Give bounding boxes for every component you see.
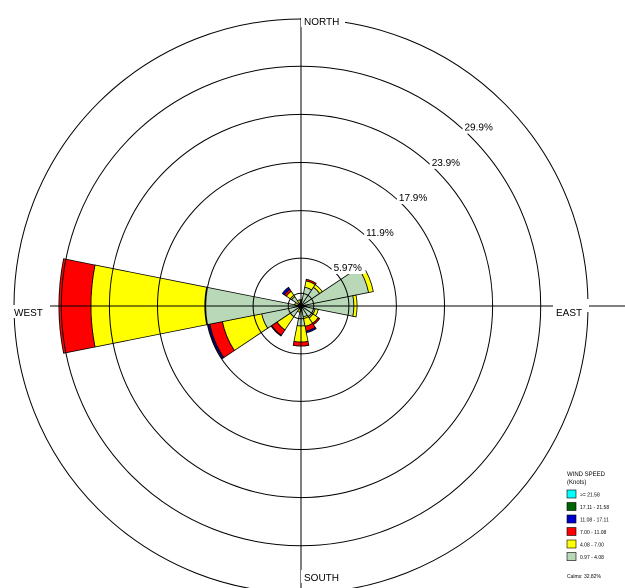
legend-label-6: 0.97 - 4.08 [580, 555, 604, 561]
north-label-bg [301, 14, 345, 27]
legend-calms: Calms: 32.82% [567, 574, 601, 580]
south-label-bg [301, 570, 345, 583]
legend-label-4: 7.00 - 11.08 [580, 530, 607, 536]
east-label: EAST [556, 308, 582, 319]
legend-label-1: >= 21.58 [580, 493, 600, 499]
south-label: SOUTH [304, 573, 339, 584]
legend-swatch-4 [566, 527, 577, 536]
north-label: NORTH [304, 17, 339, 28]
legend-subtitle: (Knots) [567, 480, 586, 486]
ring-label-layer: 5.97% 11.9% 17.9% 23.9% 29.9% [331, 121, 497, 274]
ring-label-3: 17.9% [399, 193, 427, 204]
petal-nne-band-3 [305, 278, 317, 286]
ring-label-4: 23.9% [432, 158, 460, 169]
legend-swatch-6 [566, 552, 577, 561]
legend-swatch-5 [566, 539, 577, 549]
legend-label-2: 17.11 - 21.58 [580, 505, 609, 511]
legend-swatch-3 [566, 514, 577, 524]
ring-label-bg [396, 192, 431, 205]
petal-nw-band-4 [281, 286, 291, 296]
legend-label-5: 4.08 - 7.00 [580, 543, 604, 549]
ring-label-2: 11.9% [366, 228, 394, 239]
west-label: WEST [14, 308, 43, 319]
legend-swatch-2 [566, 502, 577, 511]
ring-label-5: 29.9% [465, 123, 493, 134]
east-label-bg [553, 299, 589, 312]
legend: WIND SPEED (Knots) >= 21.58 17.11 - 21.58… [566, 472, 609, 580]
ring-label-bg [364, 227, 399, 240]
petal-layer [58, 258, 374, 360]
ring-label-1: 5.97% [334, 263, 362, 274]
legend-label-3: 11.08 - 17.11 [580, 518, 609, 524]
legend-swatch-1 [566, 489, 577, 499]
legend-title: WIND SPEED [567, 472, 606, 478]
west-label-bg [12, 305, 50, 318]
ring-label-bg [429, 156, 464, 169]
legend-items: >= 21.58 17.11 - 21.58 11.08 - 17.11 7.00 -… [566, 489, 609, 561]
ring-label-bg [331, 262, 366, 274]
petal-nnw-band-2 [296, 299, 301, 304]
ring-label-bg [462, 121, 497, 134]
